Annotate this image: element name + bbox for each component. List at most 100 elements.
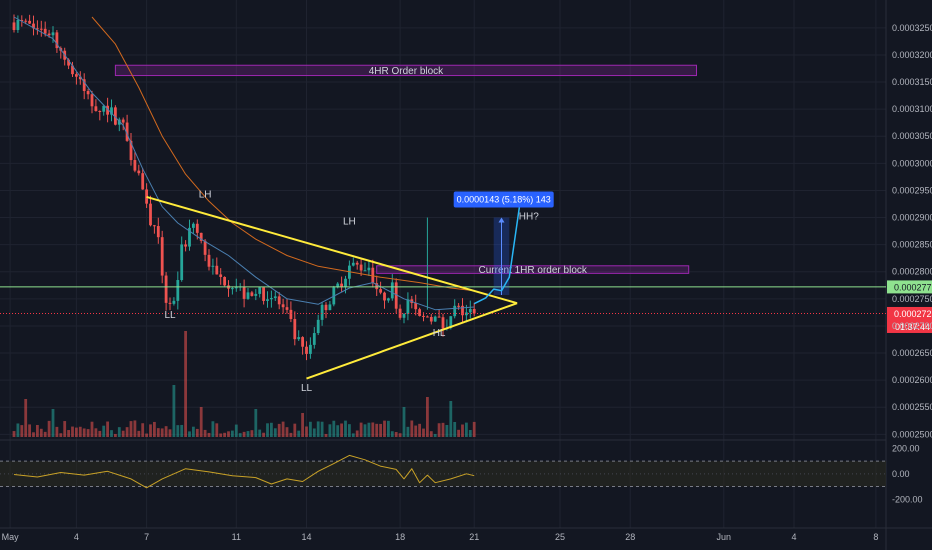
volume-bar — [75, 427, 78, 437]
volume-bar — [199, 407, 203, 437]
price-tick-label: 0.0002750 — [892, 294, 932, 304]
volume-bar — [28, 424, 31, 437]
oscillator-line — [13, 454, 475, 489]
volume-bar — [270, 422, 273, 437]
volume-bar — [387, 420, 390, 437]
candle-body — [336, 283, 340, 288]
volume-bar — [449, 401, 453, 437]
time-tick-label: 11 — [232, 532, 241, 542]
order-blocks: 4HR Order block Current 1HR order block — [114, 64, 697, 276]
candle-body — [86, 91, 90, 95]
price-tick-label: 0.0003100 — [892, 104, 932, 114]
volume-bar — [180, 424, 184, 437]
candle-body — [207, 254, 211, 267]
order-block-label: Current 1HR order block — [479, 265, 588, 276]
volume-bar — [32, 432, 35, 437]
volume-bar — [254, 409, 258, 437]
ema-slow-line — [91, 16, 475, 292]
time-tick-label: 14 — [301, 532, 311, 542]
candle-body — [90, 94, 94, 107]
candle-body — [453, 305, 457, 317]
candle-body — [324, 304, 328, 311]
volume-bar — [426, 397, 429, 437]
candle-body — [281, 304, 285, 308]
candle-body — [164, 275, 168, 303]
volume-bar — [90, 421, 94, 437]
countdown-label: 01:37:44 — [895, 322, 930, 332]
volume-bar — [437, 423, 441, 437]
price-tick-label: 0.0002900 — [892, 213, 932, 223]
order-block-box — [114, 64, 697, 77]
candle-body — [55, 32, 59, 49]
time-tick-label: 21 — [469, 532, 479, 542]
volume-bar — [192, 426, 195, 437]
volume-bar — [410, 420, 414, 437]
order-block-label: 4HR Order block — [369, 66, 444, 77]
candle-body — [24, 20, 28, 22]
oscillator-pane: 200.00 0.00 -200.00 — [0, 443, 923, 504]
candle-body — [422, 315, 425, 317]
volume-bar — [336, 425, 340, 437]
volume-bar — [82, 428, 86, 437]
volume-bar — [285, 427, 289, 437]
volume-bar — [36, 424, 39, 437]
candle-body — [402, 313, 406, 318]
volume-bar — [309, 421, 312, 437]
volume-bar — [324, 433, 328, 437]
candles — [12, 14, 476, 361]
ema-fast-line — [13, 16, 475, 311]
volume-bar — [215, 423, 219, 437]
candle-body — [199, 232, 203, 241]
volume-bar — [47, 420, 51, 437]
volume-bar — [422, 428, 425, 437]
volume-bar — [24, 399, 28, 437]
pattern-annotation: LH — [199, 189, 212, 200]
volume-bar — [367, 422, 371, 437]
candle-body — [133, 160, 137, 171]
pattern-annotation: LL — [301, 383, 313, 394]
candle-body — [114, 107, 117, 125]
candle-body — [125, 122, 129, 141]
time-tick-label: Jun — [717, 532, 732, 542]
triangle-pattern — [146, 195, 518, 380]
triangle-lower-line — [306, 302, 518, 380]
projection-badge-label: 0.0000143 (5.18%) 143 — [457, 195, 551, 205]
candle-body — [277, 296, 281, 305]
candle-body — [340, 283, 343, 288]
candle-body — [363, 270, 367, 272]
candle-body — [406, 299, 410, 314]
candle-body — [106, 105, 109, 115]
annotations: LH LH LL LL HL HH? — [164, 189, 539, 393]
candle-body — [231, 288, 234, 290]
candle-body — [449, 316, 453, 328]
candle-body — [36, 28, 39, 30]
candle-body — [43, 28, 47, 34]
volume-bar — [160, 428, 164, 437]
volume-bar — [371, 422, 375, 437]
volume-bar — [348, 424, 351, 437]
price-tick-label: 0.0002500 — [892, 429, 932, 439]
price-axis: 0.0003250 0.0003200 0.0003150 0.0003100 0.00… — [892, 23, 932, 439]
candle-body — [184, 244, 187, 247]
volume-bar — [312, 428, 316, 437]
volume-bar — [117, 427, 121, 437]
volume-bar — [379, 423, 382, 437]
candle-body — [75, 74, 78, 77]
projection-badge — [453, 191, 554, 208]
candle-body — [121, 119, 125, 123]
price-tick-label: 0.0002650 — [892, 348, 932, 358]
candle-body — [351, 262, 355, 266]
volume-bar — [414, 425, 418, 437]
volume-bar — [273, 428, 277, 437]
volume-bar — [328, 424, 332, 437]
pattern-annotation: LL — [164, 310, 176, 321]
candle-body — [215, 265, 219, 275]
triangle-upper-line — [146, 195, 518, 305]
volume-bar — [355, 430, 359, 437]
candle-body — [67, 59, 70, 66]
volume-bar — [20, 425, 24, 437]
volume-bar — [472, 421, 476, 437]
candle-body — [211, 265, 215, 267]
volume-bar — [39, 428, 43, 437]
time-tick-label: 8 — [873, 532, 878, 542]
